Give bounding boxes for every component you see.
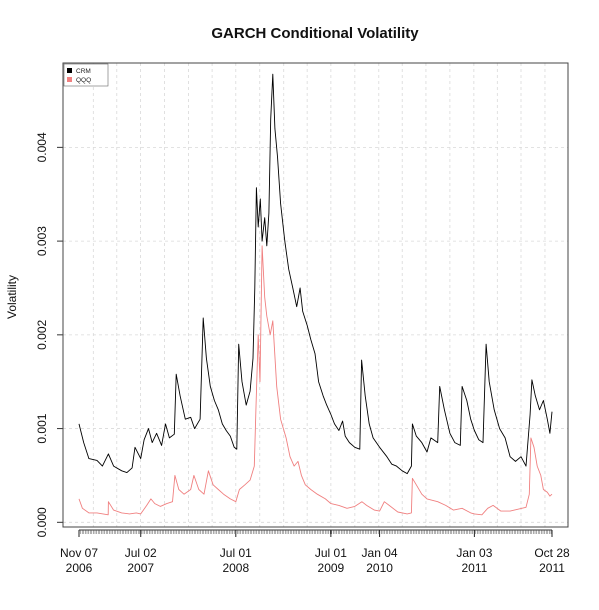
legend-label-crm: CRM (76, 68, 91, 75)
y-axis-label: Volatility (5, 275, 19, 319)
y-tick-label: 0.000 (35, 507, 49, 537)
y-tick-label: 0.003 (35, 226, 49, 256)
x-tick-label-month: Oct 28 (534, 546, 570, 560)
x-tick-label-year: 2008 (222, 561, 249, 575)
x-axis-rug (78, 530, 552, 534)
legend-swatch-qqq (67, 77, 72, 82)
grid-lines (63, 63, 568, 527)
legend-swatch-crm (67, 68, 72, 73)
series-line-crm (78, 73, 553, 475)
x-tick-label-year: 2006 (66, 561, 93, 575)
x-tick-label-month: Jan 03 (456, 546, 492, 560)
plot-frame (62, 62, 569, 528)
legend-box (63, 63, 109, 87)
x-tick-label-year: 2011 (461, 561, 487, 575)
x-tick-label-month: Jul 01 (220, 546, 252, 560)
x-tick-label-month: Jul 01 (315, 546, 347, 560)
x-tick-label-year: 2007 (127, 561, 154, 575)
series-line-qqq (78, 245, 553, 516)
chart-title: GARCH Conditional Volatility (211, 25, 419, 42)
x-tick-label-year: 2011 (539, 561, 565, 575)
x-tick-label-month: Nov 07 (60, 546, 98, 560)
x-tick-label-month: Jul 02 (125, 546, 157, 560)
y-tick-label: 0.001 (35, 413, 49, 443)
x-tick-label-month: Jan 04 (362, 546, 398, 560)
y-tick-label: 0.002 (35, 319, 49, 349)
y-tick-label: 0.004 (35, 132, 49, 162)
legend-label-qqq: QQQ (76, 77, 91, 84)
legend: CRM QQQ (63, 63, 109, 87)
y-axis: 0.000 0.001 0.002 0.003 0.004 (35, 132, 63, 537)
series-lines (78, 73, 553, 516)
x-tick-label-year: 2010 (366, 561, 393, 575)
x-tick-label-year: 2009 (318, 561, 345, 575)
